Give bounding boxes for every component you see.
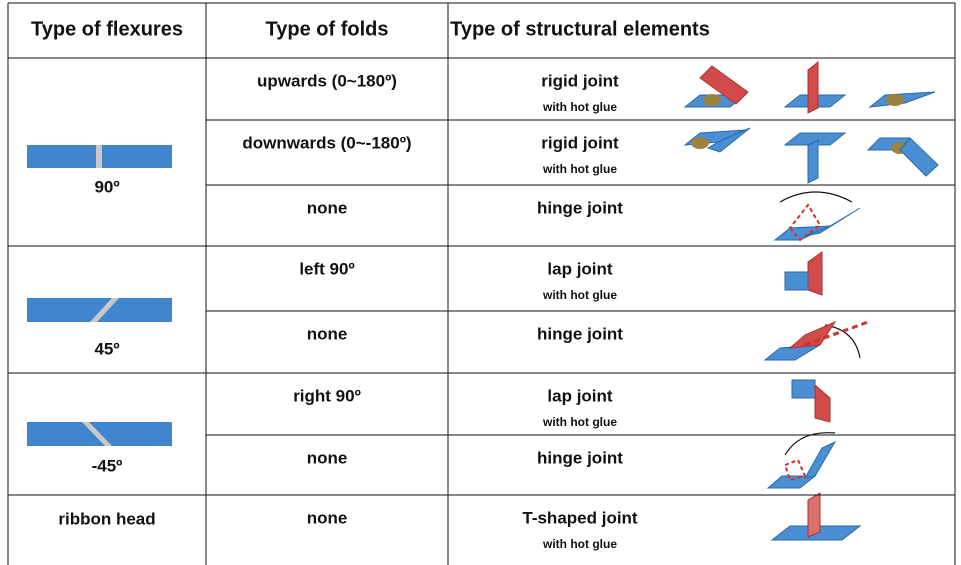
header-cell: Type of folds <box>266 18 389 40</box>
joint-note: with hot glue <box>542 415 617 429</box>
flexure-label: -45º <box>92 456 123 475</box>
icon-hinge-minus-45 <box>766 432 837 489</box>
icon-rigid-down <box>683 127 939 184</box>
header-cell: Type of flexures <box>31 18 183 40</box>
fold-cell: none <box>307 508 348 527</box>
joint-cell: lap joint <box>547 386 613 405</box>
joint-note: with hot glue <box>542 100 617 114</box>
fold-cell: none <box>307 448 348 467</box>
joint-cell: hinge joint <box>537 324 623 343</box>
fold-cell: none <box>307 324 348 343</box>
icon-t-joint <box>770 492 862 541</box>
flexure-minus-45 <box>27 422 172 446</box>
icon-hinge-45 <box>763 320 869 361</box>
fold-cell: upwards (0~180º) <box>257 71 397 90</box>
icon-hinge-90 <box>773 191 861 242</box>
joint-note: with hot glue <box>542 288 617 302</box>
joint-note: with hot glue <box>542 162 617 176</box>
joint-cell: rigid joint <box>541 133 619 152</box>
table-lines <box>7 2 956 565</box>
joint-note: with hot glue <box>542 537 617 551</box>
joint-cell: T-shaped joint <box>522 508 638 527</box>
icon-rigid-up <box>683 60 936 114</box>
icon-lap-right <box>791 379 831 423</box>
fold-cell: downwards (0~-180º) <box>242 133 411 152</box>
flexure-45 <box>27 298 172 322</box>
icon-lap-left <box>784 251 823 296</box>
fold-cell: left 90º <box>299 259 354 278</box>
joint-cell: hinge joint <box>537 448 623 467</box>
header-cell: Type of structural elements <box>450 18 710 40</box>
flexure-label: ribbon head <box>58 509 155 528</box>
joint-cell: hinge joint <box>537 198 623 217</box>
joint-cell: rigid joint <box>541 71 619 90</box>
fold-cell: none <box>307 198 348 217</box>
fold-cell: right 90º <box>293 386 361 405</box>
flexure-label: 90º <box>94 177 119 196</box>
joint-cell: lap joint <box>547 259 613 278</box>
flexure-label: 45º <box>94 339 119 358</box>
flexure-90 <box>27 145 172 168</box>
